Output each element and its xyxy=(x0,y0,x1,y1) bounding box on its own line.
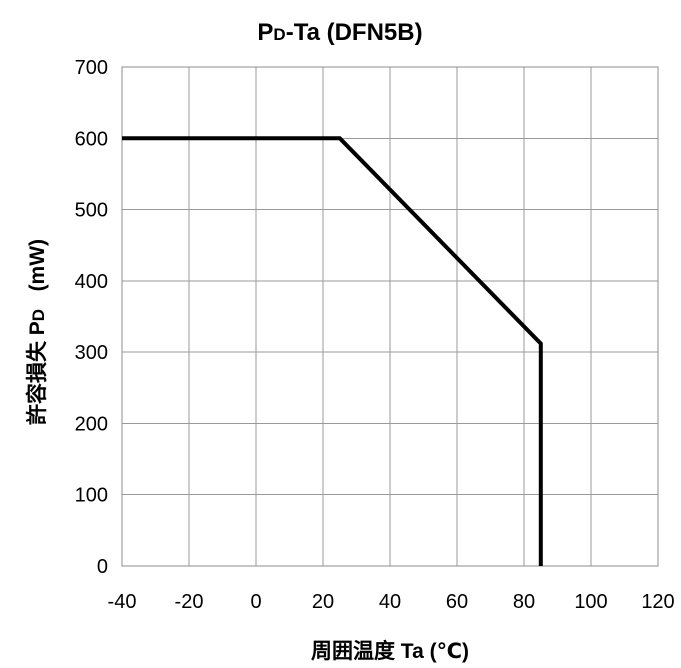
y-axis-title-subscript: D xyxy=(29,309,48,321)
y-tick-label: 100 xyxy=(75,485,108,507)
series-line xyxy=(122,136,543,566)
y-tick-label: 400 xyxy=(75,271,108,293)
plot-area-border xyxy=(121,66,659,567)
x-tick-label: 20 xyxy=(312,591,334,613)
x-tick-label: 0 xyxy=(250,591,261,613)
x-axis-title: 周囲温度 Ta (℃) xyxy=(311,639,469,663)
y-tick-label: 600 xyxy=(75,128,108,150)
grid xyxy=(121,66,659,567)
x-tick-label: 100 xyxy=(574,591,607,613)
x-tick-label: -20 xyxy=(175,591,204,613)
x-tick-label: 60 xyxy=(446,591,468,613)
y-tick-label: 0 xyxy=(97,556,108,578)
chart-title-main: P xyxy=(257,19,273,46)
chart-title: PD-Ta (DFN5B) xyxy=(257,19,422,46)
series-layer xyxy=(122,136,543,566)
y-axis-title: 許容損失 PD (mW) xyxy=(25,239,49,425)
chart-title-rest: -Ta (DFN5B) xyxy=(286,19,423,46)
x-tick-label: -40 xyxy=(108,591,137,613)
x-axis-tick-labels: -40 -20 0 20 40 60 80 100 120 xyxy=(108,591,675,613)
x-tick-label: 80 xyxy=(513,591,535,613)
y-tick-label: 500 xyxy=(75,200,108,222)
y-axis-title-prefix: 許容損失 P xyxy=(25,321,49,425)
chart-title-subscript: D xyxy=(273,25,285,44)
y-tick-label: 200 xyxy=(75,413,108,435)
y-axis-tick-labels: 0 100 200 300 400 500 600 700 xyxy=(75,57,108,578)
y-tick-label: 300 xyxy=(75,342,108,364)
x-tick-label: 120 xyxy=(641,591,674,613)
y-axis-title-suffix: (mW) xyxy=(26,239,49,309)
y-tick-label: 700 xyxy=(75,57,108,79)
x-tick-label: 40 xyxy=(379,591,401,613)
